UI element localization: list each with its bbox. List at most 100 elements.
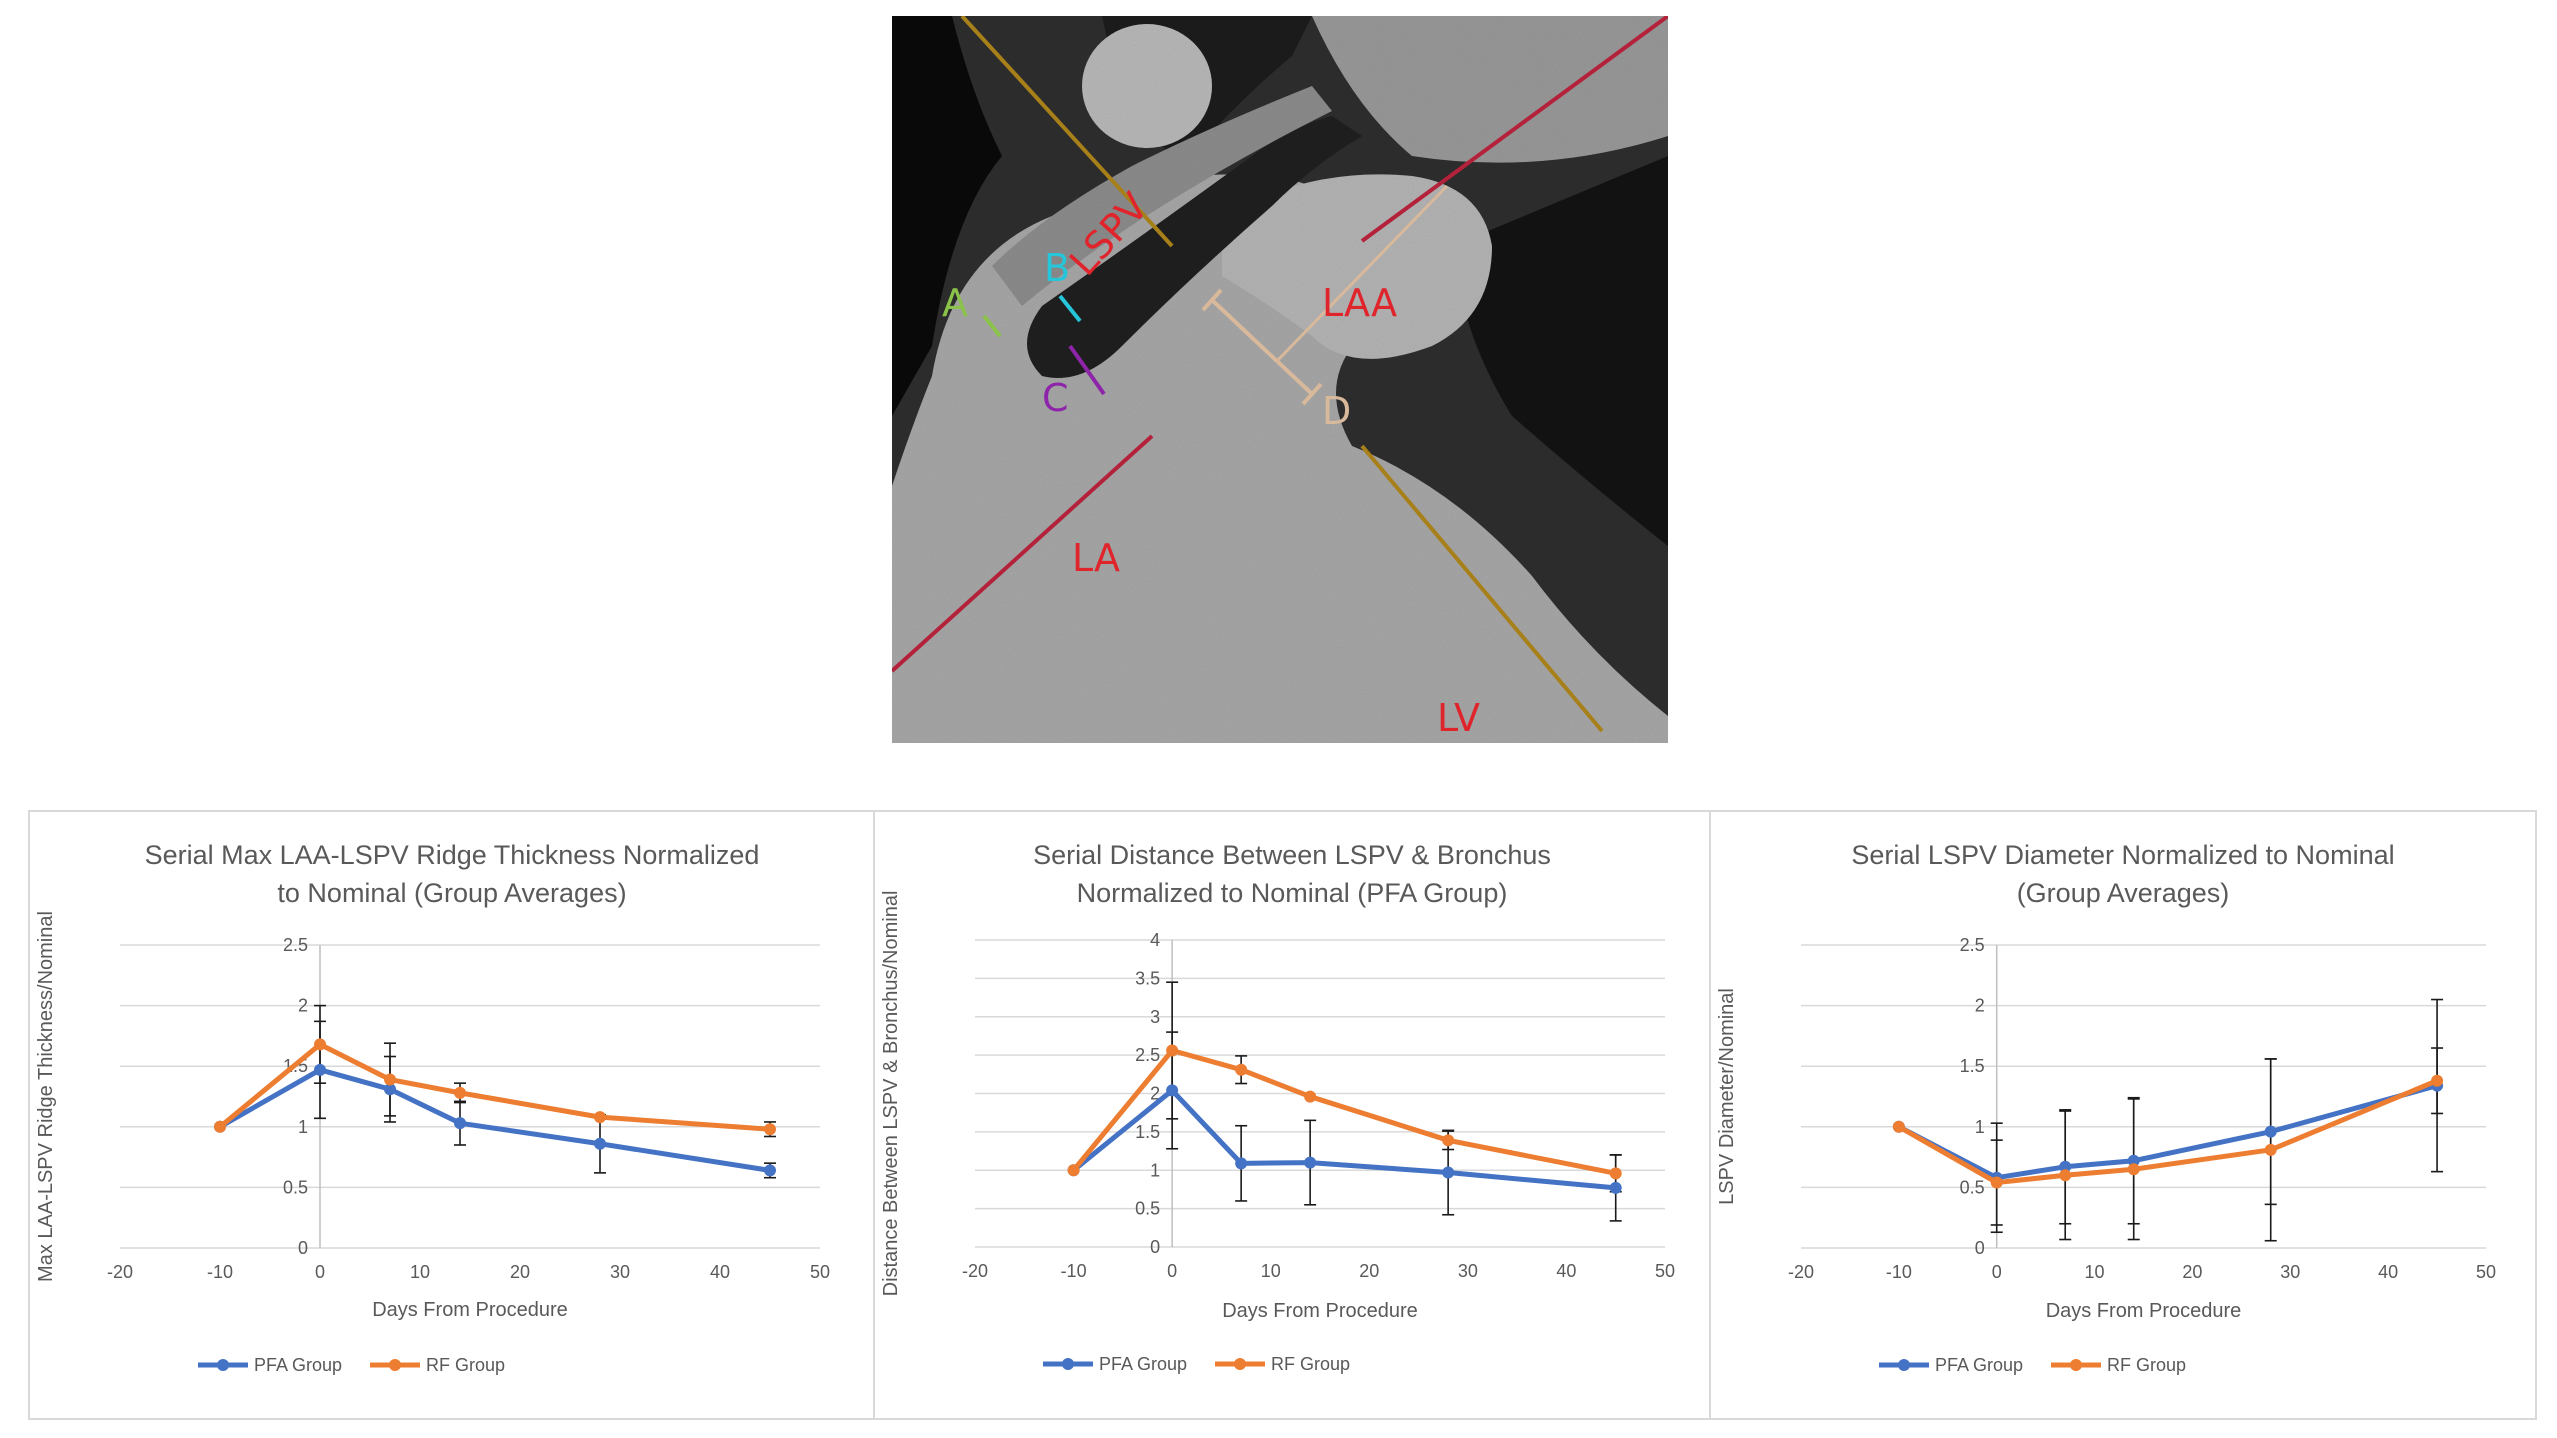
y-tick-label: 0.5 [1135,1199,1160,1219]
data-point-rf [2264,1143,2277,1156]
measure-b [1058,294,1082,323]
chart-panel-lspv-diameter: Serial LSPV Diameter Normalized to Nomin… [1709,810,2537,1420]
y-tick-label: 2.5 [1135,1045,1160,1065]
x-tick-label: 0 [315,1262,325,1282]
series-line-pfa [218,1067,771,1173]
data-point-rf [214,1120,226,1133]
legend-marker-pfa [1062,1358,1074,1370]
measure-d-main [1210,298,1314,396]
label-a: A [942,281,968,325]
data-point-rf [2431,1074,2444,1087]
data-point-rf [1304,1090,1317,1103]
x-tick-label: -10 [207,1262,233,1282]
y-tick-label: 4 [1150,930,1160,950]
ct-dark-lung-left [892,16,1002,416]
x-axis-title: Days From Procedure [1222,1300,1418,1322]
measure-d-cap1 [1201,288,1223,312]
chart-title-line-1: Serial LSPV Diameter Normalized to Nomin… [1851,840,2394,870]
ct-lspv-vessel [1027,116,1362,378]
chart-panel-lspv-bronchus-distance: Serial Distance Between LSPV & Bronchus N… [873,810,1711,1420]
x-tick-label: 20 [1359,1261,1379,1281]
series-line-pfa [1897,1083,2438,1181]
legend-marker-rf [2070,1359,2082,1371]
legend-label-rf: RF Group [1271,1354,1350,1374]
legend-marker-pfa [1898,1359,1910,1371]
y-tick-label: 1 [1975,1117,1985,1137]
x-tick-label: -20 [107,1262,133,1282]
x-tick-label: -10 [1886,1262,1912,1282]
label-c: C [1042,376,1069,420]
data-point-rf [1609,1167,1622,1180]
x-tick-label: 10 [410,1262,430,1282]
ct-scan-image: LSPV LAA LA LV A B C D [892,16,1668,743]
data-point-rf [1442,1134,1455,1147]
y-tick-label: 2 [298,996,308,1016]
series-line-rf [1897,1078,2439,1186]
y-tick-label: 1 [298,1117,308,1137]
y-tick-label: 2 [1150,1084,1160,1104]
legend-marker-rf [1234,1358,1246,1370]
chart-panel-ridge-thickness: Serial Max LAA-LSPV Ridge Thickness Norm… [28,810,875,1420]
data-point-rf [1166,1044,1179,1057]
y-tick-label: 0 [1975,1238,1985,1258]
chart-title-line-2: Normalized to Nominal (PFA Group) [1077,878,1508,908]
data-point-rf [1990,1176,2003,1189]
y-tick-label: 2 [1975,996,1985,1016]
data-point-rf [1067,1164,1080,1177]
y-axis-title: Distance Between LSPV & Bronchus/Nominal [880,891,902,1297]
y-tick-label: 3.5 [1135,968,1160,988]
y-tick-label: 0.5 [283,1177,308,1197]
data-point-pfa [1235,1157,1248,1170]
plane-line-red-upper [1360,16,1668,243]
chart-title-line-1: Serial Max LAA-LSPV Ridge Thickness Norm… [145,840,760,870]
series-line-rf [218,1041,771,1132]
data-point-rf [2059,1169,2072,1182]
y-tick-label: 2.5 [1960,935,1985,955]
x-tick-label: 30 [2280,1262,2300,1282]
data-point-pfa [384,1083,396,1096]
label-la: LA [1072,536,1120,580]
measure-d-cap2 [1301,382,1323,406]
data-point-pfa [1304,1156,1317,1169]
x-tick-label: 10 [1261,1261,1281,1281]
y-tick-label: 0.5 [1960,1177,1985,1197]
x-tick-label: 40 [2378,1262,2398,1282]
x-tick-label: 20 [510,1262,530,1282]
data-point-rf [2127,1163,2140,1176]
data-point-pfa [1166,1084,1179,1097]
x-tick-label: 20 [2182,1262,2202,1282]
data-point-pfa [1609,1181,1622,1194]
legend-label-rf: RF Group [426,1355,505,1375]
x-tick-label: 40 [710,1262,730,1282]
ct-dark-right [1452,156,1668,546]
data-point-rf [1892,1120,1905,1133]
y-tick-label: 2.5 [283,935,308,955]
y-tick-label: 1.5 [1960,1056,1985,1076]
x-tick-label: 50 [2476,1262,2496,1282]
x-tick-label: -10 [1061,1261,1087,1281]
data-point-pfa [764,1164,776,1177]
y-axis-title: Max LAA-LSPV Ridge Thickness/Nominal [35,911,57,1282]
data-point-rf [1235,1063,1248,1076]
x-tick-label: 40 [1556,1261,1576,1281]
legend-label-rf: RF Group [2107,1355,2186,1375]
legend-label-pfa: PFA Group [254,1355,342,1375]
x-tick-label: 10 [2085,1262,2105,1282]
ct-laa [1222,174,1492,359]
data-point-pfa [314,1063,326,1076]
data-point-rf [454,1086,466,1099]
ct-aorta [1082,24,1212,148]
legend-label-pfa: PFA Group [1935,1355,2023,1375]
x-tick-label: 30 [610,1262,630,1282]
x-tick-label: 0 [1167,1261,1177,1281]
series-line-pfa [1071,1087,1616,1191]
x-tick-label: -20 [962,1261,988,1281]
y-tick-label: 3 [1150,1007,1160,1027]
y-tick-label: 0 [298,1238,308,1258]
legend-marker-pfa [217,1359,229,1371]
chart-lspv-bronchus-distance: Serial Distance Between LSPV & Bronchus N… [880,840,1675,1374]
x-axis-title: Days From Procedure [2046,1300,2242,1322]
plane-line-gold-upper [960,16,1174,248]
data-point-rf [764,1123,776,1136]
label-laa: LAA [1322,281,1397,325]
